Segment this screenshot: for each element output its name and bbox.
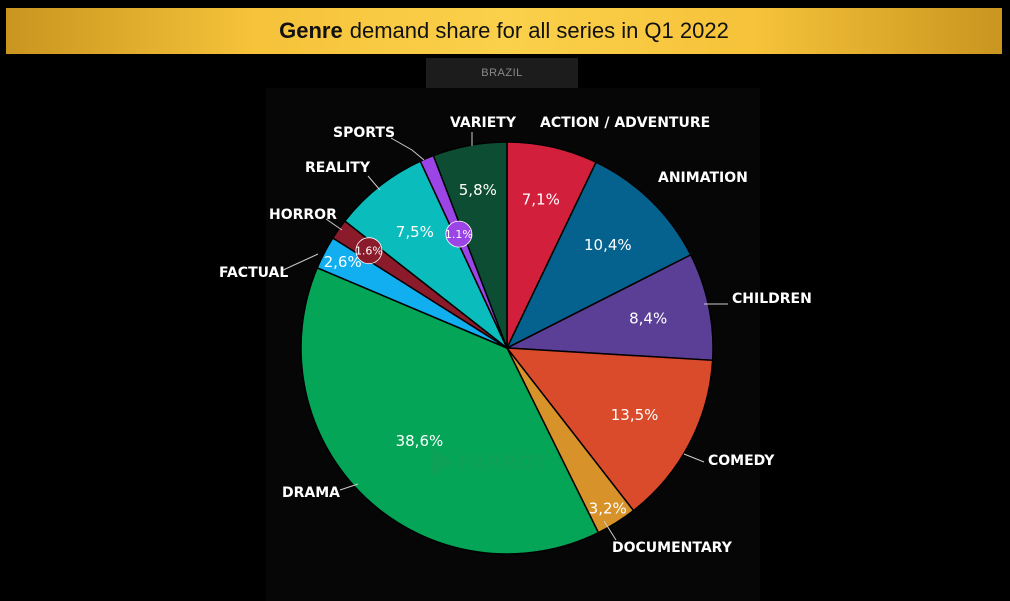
region-tab[interactable]: BRAZIL — [426, 58, 578, 88]
leader-line-sports — [390, 137, 425, 161]
value-label-action-adventure: 7,1% — [522, 190, 560, 208]
category-labels: ACTION / ADVENTURE ANIMATION CHILDREN COMED… — [219, 115, 812, 556]
value-label-drama: 38,6% — [396, 432, 444, 450]
pie-slice-children[interactable] — [504, 253, 714, 362]
category-label-sports: SPORTS — [333, 125, 395, 141]
value-label-factual: 2,6% — [324, 253, 362, 271]
value-label-children: 8,4% — [629, 310, 667, 328]
category-label-animation: ANIMATION — [658, 170, 748, 186]
leader-line-comedy — [683, 453, 705, 463]
pie-slice-animation[interactable] — [505, 161, 692, 350]
category-label-comedy: COMEDY — [708, 453, 775, 469]
leader-line-reality — [367, 175, 381, 191]
category-label-documentary: DOCUMENTARY — [612, 540, 733, 556]
value-label-documentary: 3,2% — [589, 500, 627, 518]
chart-title-bold: Genre — [279, 18, 343, 43]
category-label-horror: HORROR — [269, 207, 337, 223]
leader-lines — [280, 132, 728, 541]
chart-title-bar: Genre demand share for all series in Q1 … — [6, 8, 1002, 54]
leader-line-horror — [325, 218, 343, 231]
watermark-text: PARROT — [458, 451, 548, 475]
value-bubble-sports — [445, 220, 473, 248]
value-label-animation: 10,4% — [584, 236, 632, 254]
watermark-logo-icon — [432, 448, 452, 476]
category-label-children: CHILDREN — [732, 291, 812, 307]
pie-slice-drama[interactable] — [300, 266, 600, 555]
chart-title-rest: demand share for all series in Q1 2022 — [349, 18, 729, 43]
pie-slice-comedy[interactable] — [505, 347, 714, 512]
pie-slice-variety[interactable] — [432, 141, 508, 349]
category-label-factual: FACTUAL — [219, 265, 288, 281]
category-label-reality: REALITY — [305, 160, 371, 176]
pie-slice-reality[interactable] — [343, 160, 508, 349]
value-labels: 7,1% 10,4% 8,4% 13,5% 3,2% 38,6% 2,6%1.6% 7,5% 1… — [324, 181, 668, 518]
leader-line-documentary — [603, 520, 617, 541]
value-label-variety: 5,8% — [459, 181, 497, 199]
pie-slices — [300, 141, 714, 555]
value-bubble-horror — [355, 237, 383, 265]
value-label-comedy: 13,5% — [611, 406, 659, 424]
leader-line-factual — [280, 253, 319, 272]
value-label-horror: 1.6% — [355, 245, 383, 258]
watermark: PARROT — [432, 448, 548, 476]
value-label-sports: 1.1% — [445, 228, 473, 241]
category-label-drama: DRAMA — [282, 485, 340, 501]
category-label-variety: VARIETY — [450, 115, 517, 131]
category-label-action-adventure: ACTION / ADVENTURE — [540, 115, 710, 131]
leader-line-drama — [339, 483, 359, 491]
value-label-reality: 7,5% — [396, 223, 434, 241]
